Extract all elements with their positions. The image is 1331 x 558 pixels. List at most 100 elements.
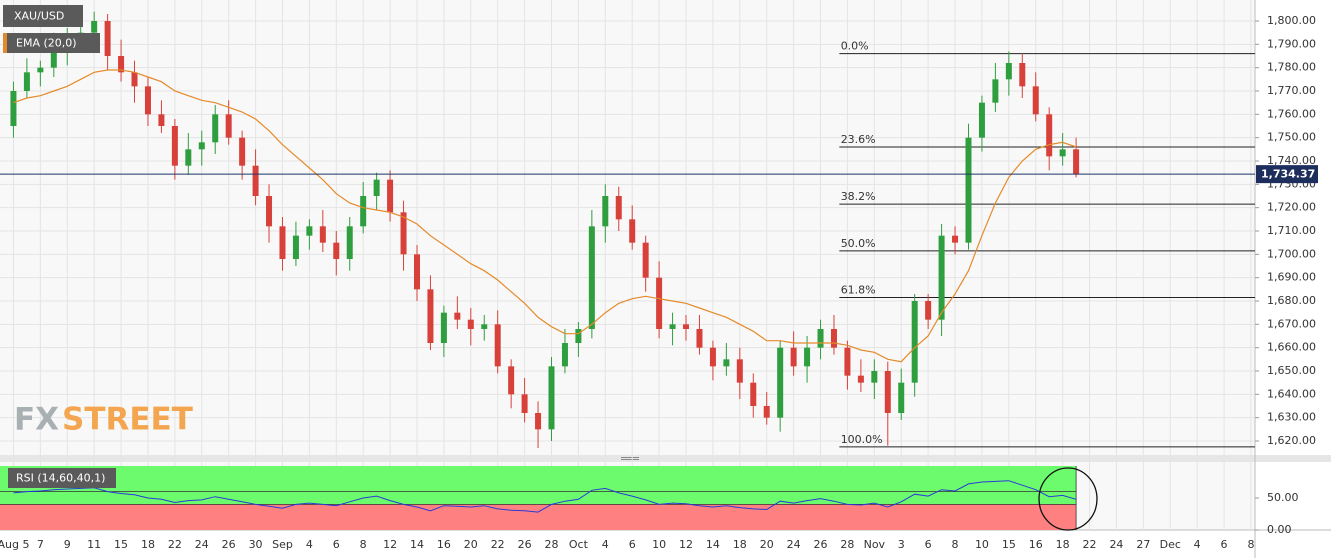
candle-body [10, 91, 17, 126]
x-tick-label: 6 [629, 538, 636, 551]
x-tick-label: Sep [272, 538, 293, 551]
rsi-box[interactable] [4, 468, 116, 488]
y-tick-label: 1,650.00 [1267, 364, 1316, 377]
candle-body [104, 21, 111, 56]
candle-body [817, 329, 824, 348]
candle-body [1032, 86, 1039, 115]
watermark-street: STREET [62, 402, 193, 438]
candle-body [467, 319, 474, 329]
fib-label: 23.6% [841, 133, 876, 146]
candle-body [185, 149, 192, 166]
x-tick-label: 8 [1247, 538, 1254, 551]
x-tick-label: 10 [975, 538, 989, 551]
candle-body [830, 329, 837, 348]
x-tick-label: 26 [222, 538, 236, 551]
x-tick-label: 22 [168, 538, 182, 551]
ema-swatch [3, 33, 7, 53]
candle-body [938, 235, 945, 320]
x-tick-label: 12 [383, 538, 397, 551]
candle-body [239, 137, 246, 166]
candle-body [696, 329, 703, 348]
candle-body [23, 72, 30, 91]
candle-body [669, 324, 676, 329]
x-tick-label: 18 [141, 538, 155, 551]
x-tick-label: 28 [840, 538, 854, 551]
x-tick-label: 6 [333, 538, 340, 551]
y-tick-label: 1,630.00 [1267, 411, 1316, 424]
candle-body [279, 226, 286, 259]
candle-body [777, 347, 784, 418]
candle-body [91, 21, 98, 33]
y-tick-label: 1,770.00 [1267, 84, 1316, 97]
x-tick-label: Nov [864, 538, 886, 551]
candle-body [144, 86, 151, 115]
y-tick-label: 1,710.00 [1267, 224, 1316, 237]
fib-label: 38.2% [841, 190, 876, 203]
watermark-fx: FX [14, 402, 59, 438]
y-tick-label: 1,760.00 [1267, 107, 1316, 120]
x-tick-label: 6 [925, 538, 932, 551]
x-tick-label: 20 [760, 538, 774, 551]
candle-body [508, 366, 515, 395]
highlight-circle [1038, 467, 1098, 531]
candle-body [1005, 63, 1012, 80]
y-tick-label: 1,680.00 [1267, 294, 1316, 307]
y-tick-label: 1,790.00 [1267, 37, 1316, 50]
overlay: FX STREET XAU/USD EMA (20,0) RSI (14,60,… [3, 5, 1318, 531]
fib-label: 61.8% [841, 284, 876, 297]
candle-body [521, 394, 528, 413]
candle-body [1073, 149, 1080, 175]
ema-box[interactable] [3, 33, 100, 53]
candle-body [346, 226, 353, 259]
y-tick-label: 1,780.00 [1267, 61, 1316, 74]
candle-body [844, 347, 851, 376]
fib-label: 50.0% [841, 237, 876, 250]
rsi-label[interactable]: RSI (14,60,40,1) [16, 472, 105, 485]
y-tick-label: 1,720.00 [1267, 201, 1316, 214]
candle-body [561, 343, 568, 367]
x-tick-label: Dec [1160, 538, 1181, 551]
candle-body [306, 226, 313, 236]
candle-body [642, 242, 649, 278]
ema-line [13, 69, 1077, 363]
candle-body [911, 301, 918, 383]
candle-body [319, 226, 326, 243]
candle-body [292, 235, 299, 259]
symbol-label[interactable]: XAU/USD [14, 10, 64, 23]
candle-body [1059, 149, 1066, 157]
rsi-band [0, 504, 1077, 530]
candle-body [629, 219, 636, 243]
x-tick-label: 4 [306, 538, 313, 551]
candle-body [709, 347, 716, 367]
x-tick-label: 4 [1194, 538, 1201, 551]
ema-label[interactable]: EMA (20,0) [16, 37, 77, 50]
candle-body [494, 324, 501, 367]
grid: Aug 5 7 9 11 15 18 22 24 26 30 Sep 4 6 8 12 14 16 20 22 26 2… [0, 0, 1316, 551]
candle-body [804, 347, 811, 367]
rsi-line [13, 480, 1077, 513]
x-tick-label: 22 [1083, 538, 1097, 551]
x-tick-label: 27 [1136, 538, 1150, 551]
x-tick-label: 15 [114, 538, 128, 551]
candle-body [978, 102, 985, 138]
x-tick-label: 26 [814, 538, 828, 551]
candle-body [736, 359, 743, 383]
x-tick-label: 6 [1221, 538, 1228, 551]
candle-body [333, 242, 340, 259]
candle-body [50, 49, 57, 68]
candle-body [535, 413, 542, 430]
last-price-box [1256, 165, 1318, 184]
panel-separator[interactable] [0, 455, 1331, 462]
candle-body [615, 196, 622, 220]
symbol-box[interactable] [3, 5, 83, 27]
y-tick-label: 1,750.00 [1267, 131, 1316, 144]
candle-body [266, 196, 273, 227]
y-tick-label: 1,700.00 [1267, 247, 1316, 260]
plot: 0.0% 23.6% 38.2% 50.0% 61.8% 100.0% [0, 11, 1255, 513]
candle-body [212, 114, 219, 143]
candle-body [198, 142, 205, 150]
candle-body [158, 114, 165, 126]
candle-body [656, 277, 663, 329]
candle-body [427, 289, 434, 343]
candle-body [575, 329, 582, 343]
